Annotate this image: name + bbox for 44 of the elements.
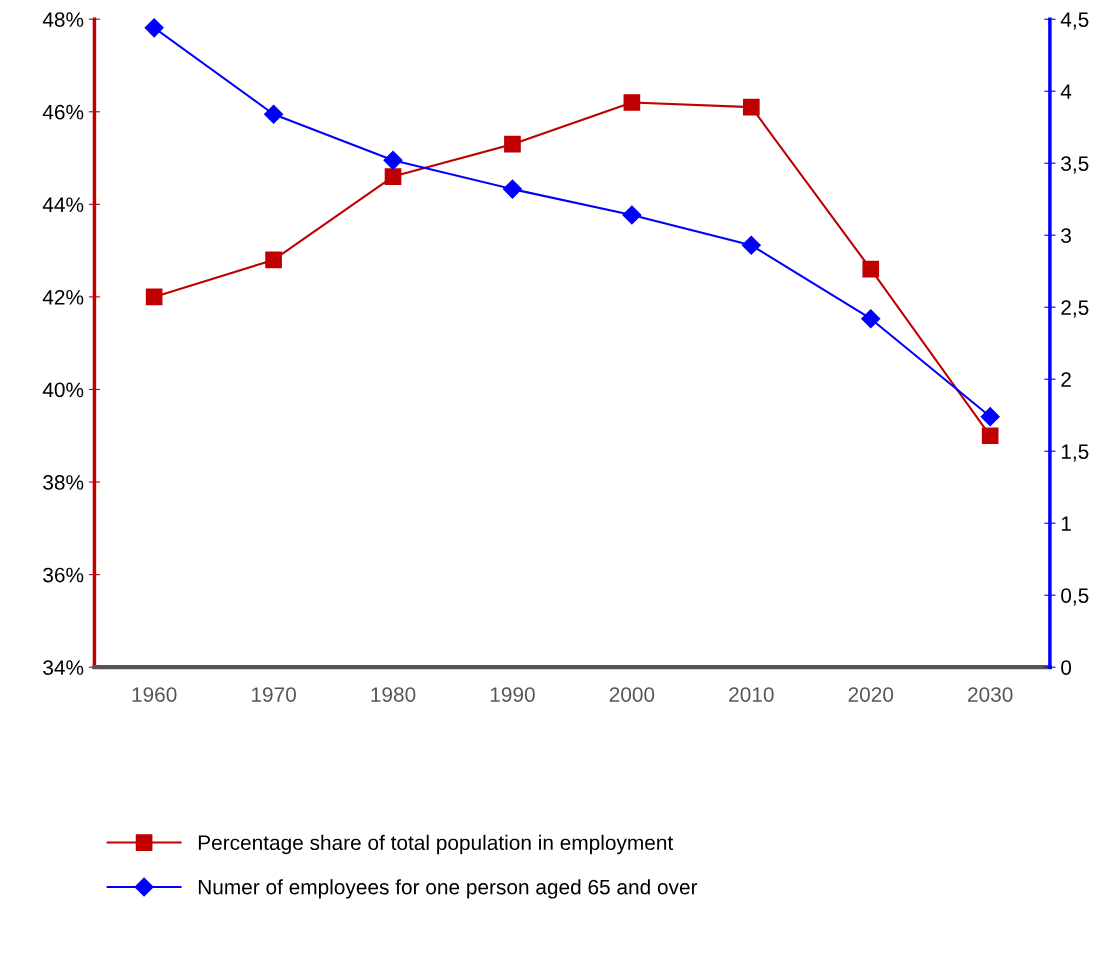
point <box>623 94 641 111</box>
point <box>502 179 522 199</box>
point <box>383 150 403 170</box>
legend-label: Numer of employees for one person aged 65 and over <box>198 879 698 899</box>
y2-tick-label: 0,5 <box>1061 588 1089 606</box>
y2-tick-label: 4,5 <box>1060 12 1089 30</box>
y2-tick-label: 3,5 <box>1061 156 1089 174</box>
y-tick-label: 34% <box>43 660 84 675</box>
point <box>981 427 999 445</box>
point <box>144 18 164 38</box>
point <box>145 288 163 306</box>
y-tick-label: 46% <box>42 104 84 120</box>
y2-tick-label: 2 <box>1061 372 1071 387</box>
point <box>980 407 1000 427</box>
point <box>384 168 402 185</box>
y2-tick-label: 4 <box>1060 84 1072 99</box>
y-tick-label: 48% <box>42 12 84 27</box>
x-tick-label: 1970 <box>252 687 296 702</box>
point <box>741 235 761 255</box>
x-tick-label: 2030 <box>968 687 1013 702</box>
y2-tick-label: 0 <box>1061 660 1072 675</box>
y2-tick-label: 1 <box>1061 516 1071 531</box>
point <box>265 251 282 269</box>
x-tick-label: 2010 <box>729 687 774 702</box>
y-tick-label: 36% <box>43 567 84 583</box>
y-tick-label: 44% <box>42 197 84 213</box>
y-tick-label: 40% <box>42 382 84 398</box>
x-tick-label: 2020 <box>848 687 894 702</box>
point <box>264 104 284 124</box>
y2-tick-label: 2,5 <box>1061 300 1089 318</box>
y-tick-label: 38% <box>43 475 84 490</box>
x-tick-label: 2000 <box>609 687 655 702</box>
point <box>742 98 760 116</box>
point <box>861 309 881 329</box>
point <box>862 260 880 278</box>
y2-tick-label: 1,5 <box>1061 444 1089 462</box>
x-tick-label: 1990 <box>490 687 535 702</box>
point <box>622 205 642 225</box>
y-tick-label: 42% <box>42 289 84 305</box>
x-tick-label: 1960 <box>132 687 177 702</box>
point <box>504 135 521 153</box>
y2-tick-label: 3 <box>1061 228 1071 243</box>
legend-label: Percentage share of total population in employment <box>198 834 674 855</box>
x-tick-label: 1980 <box>371 687 416 702</box>
